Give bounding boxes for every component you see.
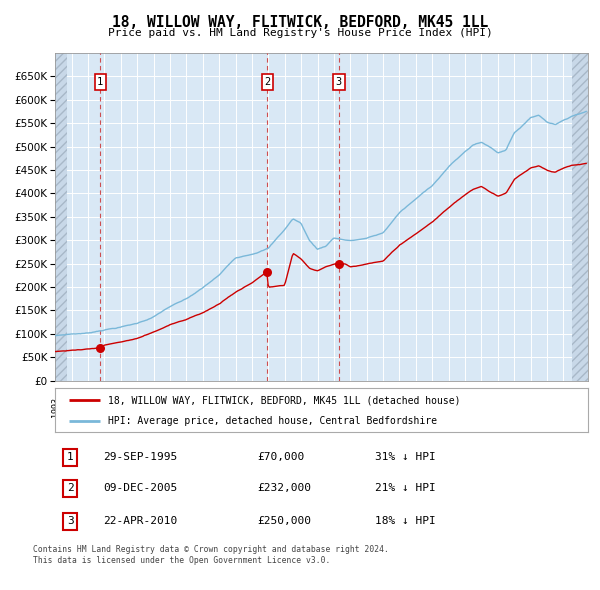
Text: £250,000: £250,000: [257, 516, 311, 526]
Text: 2022: 2022: [526, 397, 535, 417]
Text: 2010: 2010: [329, 397, 338, 417]
Text: 2004: 2004: [231, 397, 240, 417]
Text: 1993: 1993: [50, 397, 59, 417]
Text: 18, WILLOW WAY, FLITWICK, BEDFORD, MK45 1LL: 18, WILLOW WAY, FLITWICK, BEDFORD, MK45 …: [112, 15, 488, 30]
Text: 2015: 2015: [412, 397, 421, 417]
Text: £70,000: £70,000: [257, 453, 305, 462]
Text: 18% ↓ HPI: 18% ↓ HPI: [375, 516, 436, 526]
Text: 2011: 2011: [346, 397, 355, 417]
Text: This data is licensed under the Open Government Licence v3.0.: This data is licensed under the Open Gov…: [33, 556, 331, 565]
Text: 2003: 2003: [215, 397, 224, 417]
Text: 1996: 1996: [100, 397, 109, 417]
Text: 2025: 2025: [575, 397, 584, 417]
Text: 1: 1: [67, 453, 73, 462]
Text: 2012: 2012: [362, 397, 371, 417]
Text: 2013: 2013: [379, 397, 388, 417]
Text: 18, WILLOW WAY, FLITWICK, BEDFORD, MK45 1LL (detached house): 18, WILLOW WAY, FLITWICK, BEDFORD, MK45 …: [109, 395, 461, 405]
Text: 1997: 1997: [116, 397, 125, 417]
Text: Price paid vs. HM Land Registry's House Price Index (HPI): Price paid vs. HM Land Registry's House …: [107, 28, 493, 38]
Text: 3: 3: [335, 77, 342, 87]
Text: 2024: 2024: [559, 397, 568, 417]
Text: 1994: 1994: [67, 397, 76, 417]
Text: 2021: 2021: [510, 397, 519, 417]
Text: 2005: 2005: [247, 397, 256, 417]
Text: 2007: 2007: [280, 397, 289, 417]
Text: 29-SEP-1995: 29-SEP-1995: [103, 453, 178, 462]
Text: 2016: 2016: [428, 397, 437, 417]
Text: HPI: Average price, detached house, Central Bedfordshire: HPI: Average price, detached house, Cent…: [109, 416, 437, 426]
Text: 3: 3: [67, 516, 73, 526]
Text: 09-DEC-2005: 09-DEC-2005: [103, 483, 178, 493]
Text: 2014: 2014: [395, 397, 404, 417]
Text: 2008: 2008: [296, 397, 305, 417]
Text: 2006: 2006: [264, 397, 273, 417]
Text: Contains HM Land Registry data © Crown copyright and database right 2024.: Contains HM Land Registry data © Crown c…: [33, 545, 389, 554]
Text: 2020: 2020: [493, 397, 502, 417]
Text: 1998: 1998: [133, 397, 142, 417]
Text: 1999: 1999: [149, 397, 158, 417]
Text: 2001: 2001: [182, 397, 191, 417]
Text: 2018: 2018: [461, 397, 470, 417]
Text: 1: 1: [97, 77, 103, 87]
Text: 2: 2: [264, 77, 271, 87]
Text: 2002: 2002: [198, 397, 207, 417]
Text: 2: 2: [67, 483, 73, 493]
Text: 22-APR-2010: 22-APR-2010: [103, 516, 178, 526]
Text: 21% ↓ HPI: 21% ↓ HPI: [375, 483, 436, 493]
Text: 2019: 2019: [477, 397, 486, 417]
Text: 2023: 2023: [542, 397, 551, 417]
Text: 2000: 2000: [166, 397, 175, 417]
Text: 1995: 1995: [83, 397, 92, 417]
Text: 31% ↓ HPI: 31% ↓ HPI: [375, 453, 436, 462]
Text: 2009: 2009: [313, 397, 322, 417]
Text: £232,000: £232,000: [257, 483, 311, 493]
Text: 2017: 2017: [444, 397, 453, 417]
